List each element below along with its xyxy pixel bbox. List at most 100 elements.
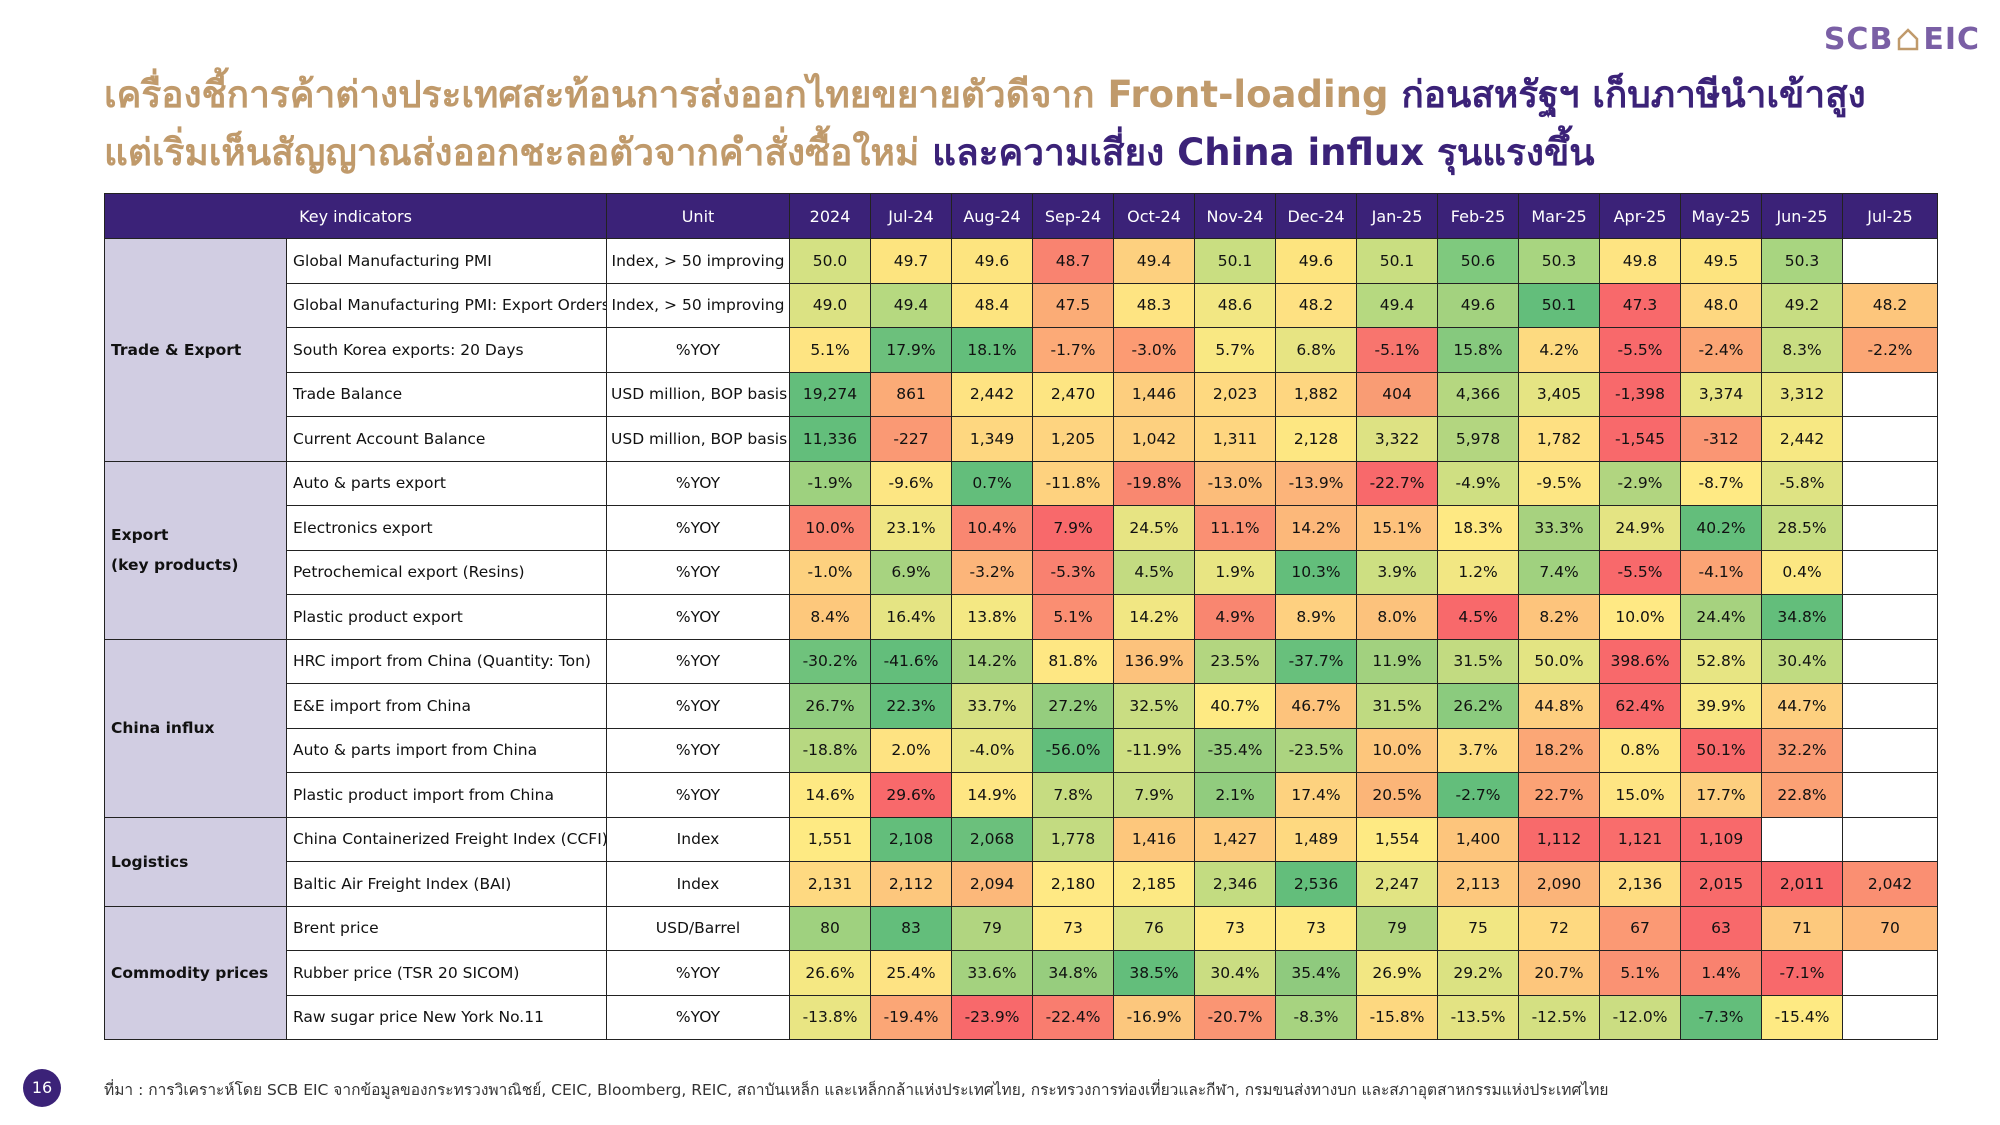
value-cell: 10.0%	[1599, 594, 1682, 640]
value-cell: 49.5	[1680, 238, 1763, 284]
value-cell: 2,185	[1113, 861, 1196, 907]
value-cell: 2,136	[1599, 861, 1682, 907]
value-cell: 33.7%	[951, 683, 1034, 729]
value-cell: 8.2%	[1518, 594, 1601, 640]
value-cell: 50.0%	[1518, 638, 1601, 684]
value-cell: 50.1	[1194, 238, 1277, 284]
value-cell: 2,442	[951, 371, 1034, 417]
value-cell: 10.4%	[951, 505, 1034, 551]
value-cell: 7.9%	[1032, 505, 1115, 551]
value-cell: 30.4%	[1761, 638, 1844, 684]
value-cell: 73	[1194, 905, 1277, 951]
table-row: E&E import from China %YOY 26.7% 22.3% 33.7%…	[105, 683, 1938, 729]
category-cell: China influx	[104, 638, 287, 818]
page-title: เครื่องชี้การค้าต่างประเทศสะท้อนการส่งออ…	[104, 66, 1964, 182]
value-cell: 20.5%	[1356, 772, 1439, 818]
value-cell: 71	[1761, 905, 1844, 951]
value-cell: 0.7%	[951, 460, 1034, 506]
value-cell: 17.4%	[1275, 772, 1358, 818]
value-cell	[1842, 238, 1938, 284]
value-cell: 48.6	[1194, 282, 1277, 328]
value-cell: 19,274	[789, 371, 872, 417]
header-period: May-25	[1680, 193, 1763, 239]
unit-cell: %YOY	[606, 460, 791, 506]
value-cell: 2,023	[1194, 371, 1277, 417]
unit-cell: %YOY	[606, 327, 791, 373]
indicator-name: E&E import from China	[285, 683, 608, 729]
value-cell: -23.5%	[1275, 727, 1358, 773]
value-cell: 18.3%	[1437, 505, 1520, 551]
value-cell: 48.4	[951, 282, 1034, 328]
value-cell: 34.8%	[1761, 594, 1844, 640]
value-cell: 16.4%	[870, 594, 953, 640]
value-cell	[1842, 727, 1938, 773]
value-cell: -13.8%	[789, 994, 872, 1040]
value-cell: 22.3%	[870, 683, 953, 729]
value-cell: -1,545	[1599, 416, 1682, 462]
value-cell: -19.4%	[870, 994, 953, 1040]
value-cell: 136.9%	[1113, 638, 1196, 684]
value-cell: 50.6	[1437, 238, 1520, 284]
value-cell: 2,131	[789, 861, 872, 907]
value-cell: 62.4%	[1599, 683, 1682, 729]
value-cell: 2,113	[1437, 861, 1520, 907]
value-cell: 14.2%	[1275, 505, 1358, 551]
value-cell: 11,336	[789, 416, 872, 462]
value-cell: 4.9%	[1194, 594, 1277, 640]
indicator-name: Current Account Balance	[285, 416, 608, 462]
table-row: Plastic product import from China %YOY 14.…	[105, 772, 1938, 818]
category-cell: Logistics	[104, 816, 287, 907]
value-cell: -5.8%	[1761, 460, 1844, 506]
value-cell: -7.3%	[1680, 994, 1763, 1040]
value-cell: -2.7%	[1437, 772, 1520, 818]
header-period: Oct-24	[1113, 193, 1196, 239]
unit-cell: %YOY	[606, 772, 791, 818]
value-cell: -18.8%	[789, 727, 872, 773]
unit-cell: USD million, BOP basis	[606, 371, 791, 417]
value-cell: 1,112	[1518, 816, 1601, 862]
value-cell: 2,536	[1275, 861, 1358, 907]
value-cell: -2.9%	[1599, 460, 1682, 506]
table-row: Plastic product export %YOY 8.4% 16.4% 13.8%…	[105, 594, 1938, 640]
value-cell: 3.9%	[1356, 549, 1439, 595]
table-body: Trade & Export Global Manufacturing PMI In…	[104, 238, 1938, 1040]
value-cell: 63	[1680, 905, 1763, 951]
value-cell: 14.2%	[1113, 594, 1196, 640]
value-cell: 49.8	[1599, 238, 1682, 284]
unit-cell: %YOY	[606, 950, 791, 996]
value-cell: -5.5%	[1599, 327, 1682, 373]
value-cell: 34.8%	[1032, 950, 1115, 996]
value-cell: 1,042	[1113, 416, 1196, 462]
value-cell: 404	[1356, 371, 1439, 417]
value-cell: 48.0	[1680, 282, 1763, 328]
value-cell: 5,978	[1437, 416, 1520, 462]
value-cell: 4,366	[1437, 371, 1520, 417]
value-cell: -1.0%	[789, 549, 872, 595]
value-cell: 22.7%	[1518, 772, 1601, 818]
value-cell	[1842, 460, 1938, 506]
value-cell: -16.9%	[1113, 994, 1196, 1040]
value-cell: 31.5%	[1437, 638, 1520, 684]
value-cell: 2.0%	[870, 727, 953, 773]
value-cell: 83	[870, 905, 953, 951]
value-cell: 24.9%	[1599, 505, 1682, 551]
value-cell: 1,121	[1599, 816, 1682, 862]
table-row: Global Manufacturing PMI: Export Orders I…	[105, 282, 1938, 328]
value-cell: 49.7	[870, 238, 953, 284]
value-cell: 2,090	[1518, 861, 1601, 907]
table-row: China influx HRC import from China (Quant…	[104, 638, 1938, 818]
unit-cell: Index	[606, 861, 791, 907]
value-cell: -13.5%	[1437, 994, 1520, 1040]
value-cell: -22.4%	[1032, 994, 1115, 1040]
header-period: Aug-24	[951, 193, 1034, 239]
value-cell: 1,782	[1518, 416, 1601, 462]
value-cell: 49.4	[870, 282, 953, 328]
unit-cell: %YOY	[606, 638, 791, 684]
value-cell: 2,068	[951, 816, 1034, 862]
value-cell: 4.5%	[1113, 549, 1196, 595]
value-cell: 2,011	[1761, 861, 1844, 907]
source-footnote: ที่มา : การวิเคราะห์โดย SCB EIC จากข้อมู…	[104, 1081, 1609, 1099]
header-period: Apr-25	[1599, 193, 1682, 239]
unit-cell: USD million, BOP basis	[606, 416, 791, 462]
value-cell: 3.7%	[1437, 727, 1520, 773]
